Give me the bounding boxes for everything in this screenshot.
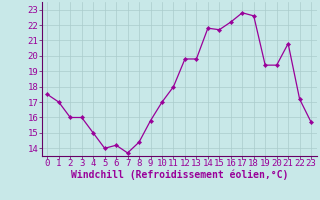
X-axis label: Windchill (Refroidissement éolien,°C): Windchill (Refroidissement éolien,°C) xyxy=(70,170,288,180)
